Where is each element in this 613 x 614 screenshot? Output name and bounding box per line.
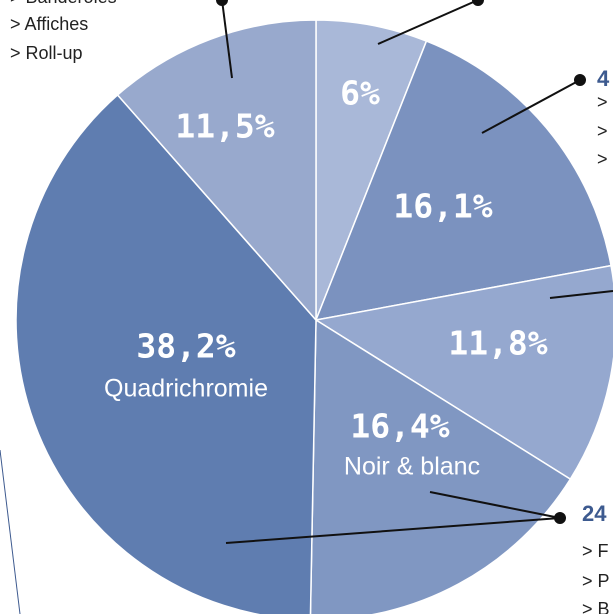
leader-dot <box>554 512 566 524</box>
annotation: > <box>597 121 608 141</box>
pie-slice <box>116 19 317 322</box>
pie-slice <box>15 93 317 614</box>
leader-dot <box>472 0 484 6</box>
leader-line <box>221 0 233 79</box>
annotation: 4 <box>597 66 610 91</box>
slice-category-label: Noir & blanc <box>344 453 480 481</box>
annotation: 24 <box>582 501 607 526</box>
pie <box>15 19 613 614</box>
annotation: > Banderoles <box>10 0 117 7</box>
pie-slice <box>309 318 572 614</box>
leader-line <box>377 0 479 45</box>
leader-dot <box>574 74 586 86</box>
labels: 6% 16,1% 11,8% 16,4% Noir & blanc 38,2% Quadri… <box>104 74 548 481</box>
annotation: > <box>597 149 608 169</box>
slice-value-label: 6% <box>340 74 380 113</box>
annotation: > <box>597 92 608 112</box>
slice-value-label: 16,4% <box>350 407 449 446</box>
pie-slice <box>314 40 612 321</box>
slice-value-label: 11,8% <box>448 324 547 363</box>
slice-value-label: 11,5% <box>175 107 274 146</box>
pie-slice <box>313 264 613 481</box>
slice-category-label: Quadrichromie <box>104 375 268 403</box>
leader-line <box>429 491 561 519</box>
leader-line <box>481 79 581 134</box>
leader-line <box>0 449 21 614</box>
leader-dot <box>216 0 228 6</box>
annotation: > Roll-up <box>10 43 83 63</box>
slice-value-label: 38,2% <box>136 327 235 366</box>
annotation: > P <box>582 571 610 591</box>
annotation: > B <box>582 599 610 614</box>
annotation: > Affiches <box>10 14 88 34</box>
leader-line <box>549 290 613 299</box>
slice-value-label: 16,1% <box>393 187 492 226</box>
leader-line <box>225 517 561 544</box>
annotation: > F <box>582 541 609 561</box>
